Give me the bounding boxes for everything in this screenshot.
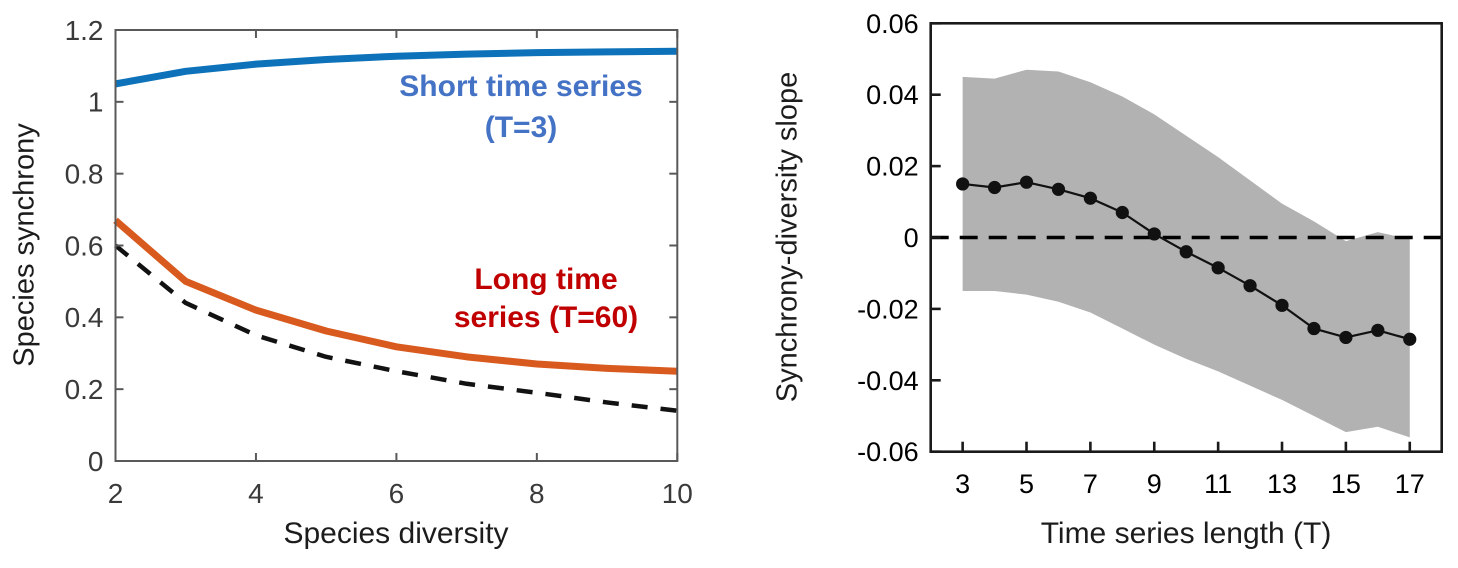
y-tick-label: 0 bbox=[904, 223, 919, 253]
data-point-marker bbox=[987, 180, 1002, 195]
y-tick-label: 0.04 bbox=[866, 80, 919, 110]
annotation-line: (T=3) bbox=[484, 111, 558, 144]
x-tick-label: 10 bbox=[662, 478, 693, 509]
data-point-marker bbox=[1307, 321, 1321, 336]
x-tick-label: 11 bbox=[1204, 469, 1232, 499]
annotation-line: Short time series bbox=[399, 70, 643, 103]
chart-synchrony-vs-diversity: 2 4 6 8 10 0 0.2 0.4 0.6 0.8 1 1.2 bbox=[65, 15, 693, 509]
x-tick-label: 4 bbox=[248, 478, 264, 509]
y-tick-label: 0.6 bbox=[65, 230, 104, 261]
annotation-line: series (T=60) bbox=[453, 301, 639, 334]
y-tick-label: -0.04 bbox=[857, 366, 919, 396]
data-point-marker bbox=[956, 177, 970, 191]
y-tick-label: 1.2 bbox=[65, 15, 104, 46]
data-point-marker bbox=[1115, 205, 1129, 220]
x-tick-label: 8 bbox=[529, 478, 545, 509]
data-point-marker bbox=[1339, 330, 1353, 345]
y-tick-label: 0 bbox=[88, 446, 104, 477]
x-tick-label: 6 bbox=[389, 478, 405, 509]
data-point-marker bbox=[1147, 227, 1161, 241]
x-tick-label: 13 bbox=[1267, 469, 1297, 499]
x-tick-label: 15 bbox=[1331, 469, 1361, 499]
x-tick-label: 5 bbox=[1019, 469, 1034, 499]
data-point-marker bbox=[1019, 175, 1034, 189]
left-y-axis-label: Species synchrony bbox=[8, 123, 41, 367]
x-tick-label: 3 bbox=[955, 469, 970, 499]
y-tick-label: 0.2 bbox=[65, 374, 104, 405]
data-point-marker bbox=[1179, 245, 1193, 259]
series-line bbox=[113, 217, 678, 375]
x-tick-label: 7 bbox=[1083, 469, 1098, 499]
right-y-axis-label: Synchrony-diversity slope bbox=[771, 71, 804, 403]
x-tick-label: 2 bbox=[108, 478, 124, 509]
y-tick-label: 1 bbox=[88, 87, 104, 118]
data-point-marker bbox=[1275, 298, 1289, 312]
annotation-short-time-series: Short time series (T=3) bbox=[399, 66, 642, 148]
y-tick-label: 0.02 bbox=[866, 152, 919, 182]
chart-slope-vs-timeseries-length: 3 5 7 9 11 13 15 17 -0.06 -0.04 -0.02 0 0.02 0.04 0.06 bbox=[857, 9, 1444, 499]
data-point-marker bbox=[1083, 191, 1097, 205]
series-line bbox=[114, 243, 678, 413]
data-point-marker bbox=[1371, 323, 1385, 337]
left-x-axis-label: Species diversity bbox=[283, 517, 509, 550]
x-tick-label: 17 bbox=[1395, 469, 1425, 499]
data-point-marker bbox=[1403, 332, 1417, 346]
data-point-marker bbox=[1211, 261, 1225, 275]
annotation-long-time-series: Long time series (T=60) bbox=[454, 261, 638, 337]
right-x-axis-label: Time series length (T) bbox=[1040, 517, 1332, 550]
y-tick-label: -0.02 bbox=[857, 294, 919, 324]
series-line bbox=[114, 47, 678, 88]
y-tick-label: -0.06 bbox=[857, 437, 919, 467]
data-point-marker bbox=[1243, 279, 1257, 293]
annotation-line: Long time bbox=[474, 263, 618, 296]
y-tick-label: 0.4 bbox=[65, 302, 104, 333]
y-tick-label: 0.06 bbox=[866, 9, 919, 39]
y-tick-label: 0.8 bbox=[65, 158, 104, 189]
data-point-marker bbox=[1051, 182, 1066, 196]
x-tick-label: 9 bbox=[1147, 469, 1162, 499]
